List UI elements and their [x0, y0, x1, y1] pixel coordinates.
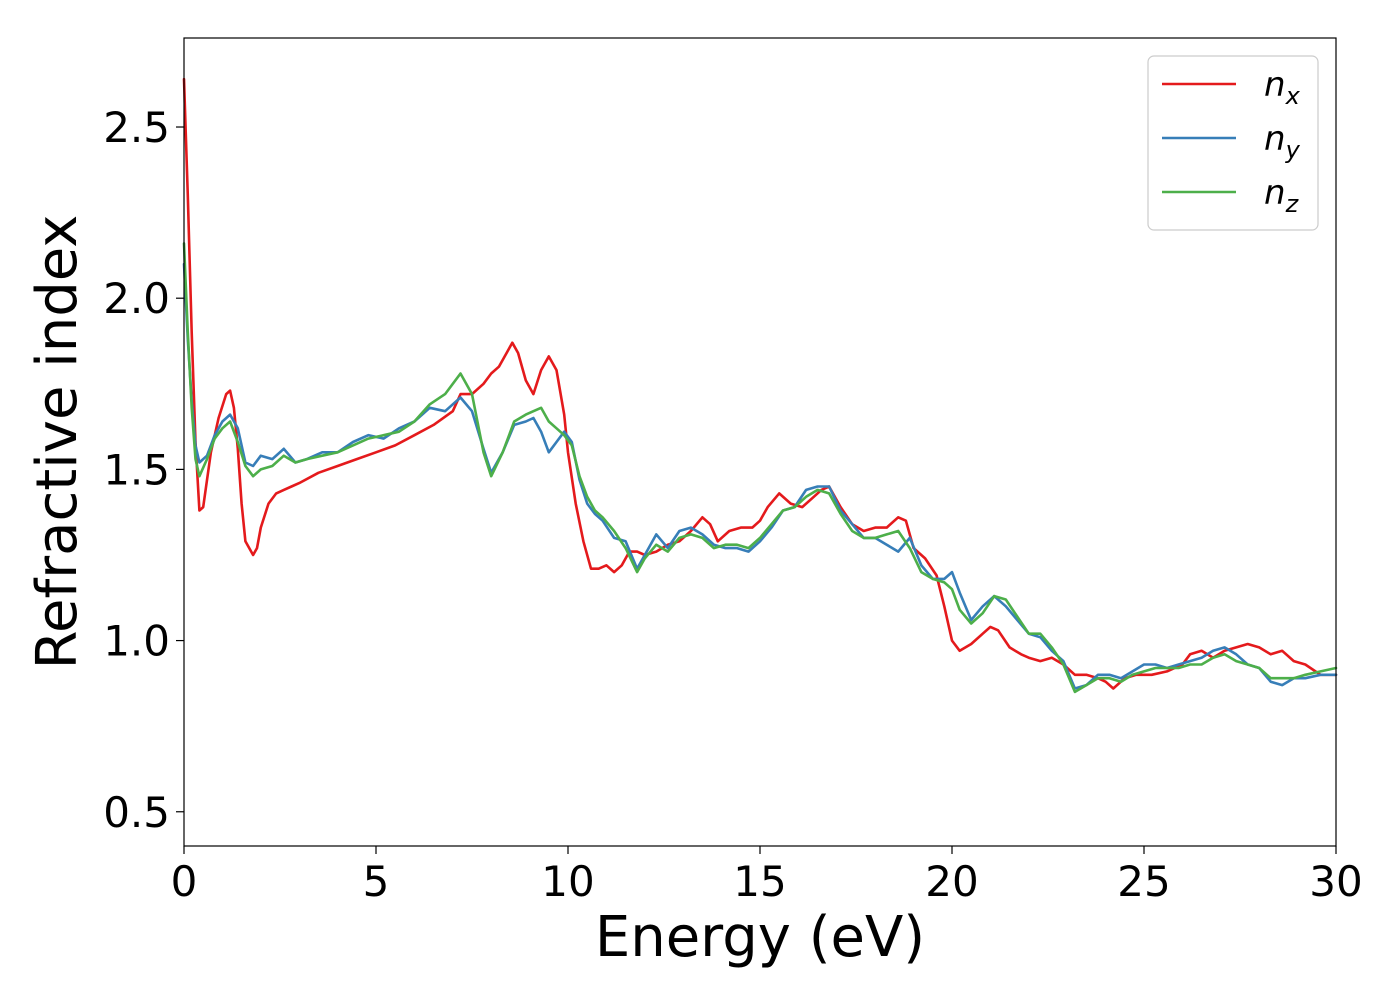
x-tick-label: 10	[541, 857, 594, 906]
legend-label-nx: nx	[1264, 65, 1301, 110]
x-axis-ticks: 0 5 10 15 20 25 30	[171, 846, 1363, 906]
x-tick-label: 25	[1117, 857, 1170, 906]
x-axis-title: Energy (eV)	[595, 905, 925, 970]
y-axis-title: Refractive index	[25, 215, 90, 670]
series-line-nz	[182, 242, 1338, 694]
y-axis-ticks: 0.5 1.0 1.5 2.0 2.5	[103, 103, 184, 837]
y-tick-label: 1.0	[103, 617, 170, 666]
y-tick-label: 0.5	[103, 788, 170, 837]
x-tick-label: 20	[925, 857, 978, 906]
legend-box	[1147, 55, 1319, 231]
x-tick-label: 0	[171, 857, 198, 906]
legend-subscript: x	[1285, 82, 1301, 110]
y-tick-label: 2.0	[103, 274, 170, 323]
legend-subscript: y	[1285, 136, 1301, 164]
legend-subscript: z	[1285, 190, 1300, 218]
x-tick-label: 5	[363, 857, 390, 906]
series-line-ny	[182, 262, 1338, 690]
x-tick-label: 30	[1309, 857, 1362, 906]
series-layer	[182, 77, 1338, 694]
x-tick-label: 15	[733, 857, 786, 906]
y-tick-label: 1.5	[103, 445, 170, 494]
y-tick-label: 2.5	[103, 103, 170, 152]
legend-label-ny: ny	[1264, 119, 1301, 164]
